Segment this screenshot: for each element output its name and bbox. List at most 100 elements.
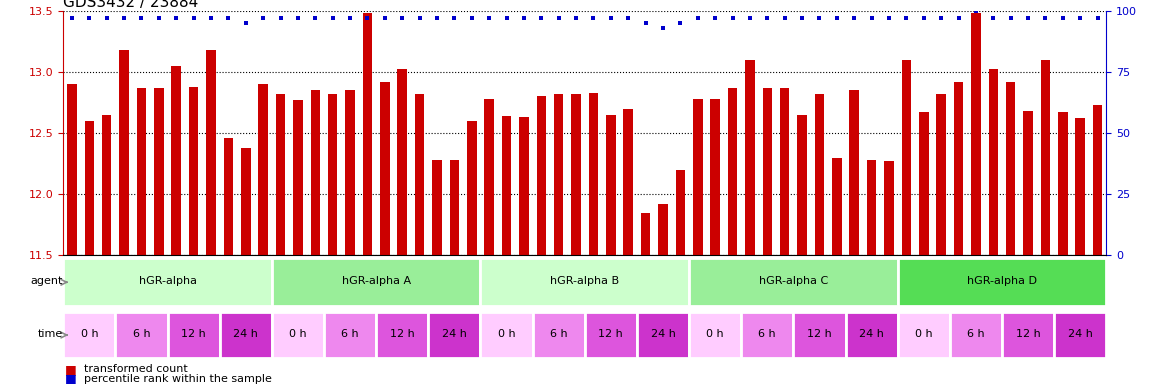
Bar [797,115,807,255]
Text: hGR-alpha B: hGR-alpha B [550,276,620,286]
Point [480,15,498,21]
Text: hGR-alpha D: hGR-alpha D [967,276,1037,286]
Bar [898,258,1106,306]
Bar [850,90,859,255]
Text: GDS3432 / 23884: GDS3432 / 23884 [63,0,199,10]
Bar [293,100,302,255]
Text: percentile rank within the sample: percentile rank within the sample [84,374,271,384]
Bar [154,88,163,255]
Text: transformed count: transformed count [84,364,187,374]
Bar [728,88,737,255]
Point [515,15,534,21]
Bar [689,312,742,358]
Bar [833,157,842,255]
Bar [432,160,442,255]
Text: 12 h: 12 h [807,329,831,339]
Point [967,8,986,14]
Text: 12 h: 12 h [390,329,415,339]
Point [376,15,394,21]
Point [654,25,673,31]
Bar [324,312,376,358]
Point [1053,15,1072,21]
Bar [711,99,720,255]
Point [811,15,829,21]
Bar [1092,105,1103,255]
Text: 24 h: 24 h [1068,329,1092,339]
Point [532,15,551,21]
Point [845,15,864,21]
Point [601,15,620,21]
Bar [467,121,476,255]
Bar [693,99,703,255]
Text: 12 h: 12 h [1015,329,1041,339]
Bar [898,312,950,358]
Point [775,15,793,21]
Bar [919,112,928,255]
Bar [762,88,772,255]
Point [862,15,881,21]
Bar [884,161,894,255]
Point [1019,15,1037,21]
Bar [519,117,529,255]
Point [706,15,724,21]
Point [63,15,82,21]
Bar [845,312,898,358]
Bar [328,94,337,255]
Point [950,15,968,21]
Text: agent: agent [31,276,63,286]
Point [932,15,950,21]
Bar [584,312,637,358]
Bar [658,204,668,255]
Point [1002,15,1020,21]
Bar [902,60,911,255]
Text: 0 h: 0 h [289,329,307,339]
Bar [1002,312,1055,358]
Bar [953,82,964,255]
Bar [1006,82,1015,255]
Point [636,20,654,26]
Point [115,15,133,21]
Bar [450,160,459,255]
Bar [554,94,564,255]
Bar [242,148,251,255]
Point [98,15,116,21]
Bar [276,94,285,255]
Point [271,15,290,21]
Point [393,15,412,21]
Bar [1041,60,1050,255]
Point [445,15,463,21]
Text: time: time [38,329,63,339]
Text: 0 h: 0 h [915,329,933,339]
Bar [115,312,168,358]
Point [497,15,515,21]
Text: hGR-alpha A: hGR-alpha A [342,276,411,286]
Point [306,15,324,21]
Bar [310,90,320,255]
Point [340,15,359,21]
Point [167,15,185,21]
Bar [381,82,390,255]
Bar [971,13,981,255]
Point [880,15,898,21]
Point [1071,15,1089,21]
Bar [102,115,112,255]
Bar [1024,111,1033,255]
Bar [362,13,373,255]
Point [567,15,585,21]
Bar [171,66,181,255]
Bar [484,99,494,255]
Bar [1055,312,1106,358]
Text: 6 h: 6 h [550,329,567,339]
Bar [641,213,651,255]
Point [758,15,776,21]
Bar [1058,112,1067,255]
Point [411,15,429,21]
Point [428,15,446,21]
Bar [481,312,532,358]
Bar [415,94,424,255]
Text: 12 h: 12 h [182,329,206,339]
Text: 24 h: 24 h [859,329,884,339]
Bar [120,50,129,255]
Bar [793,312,845,358]
Point [741,15,759,21]
